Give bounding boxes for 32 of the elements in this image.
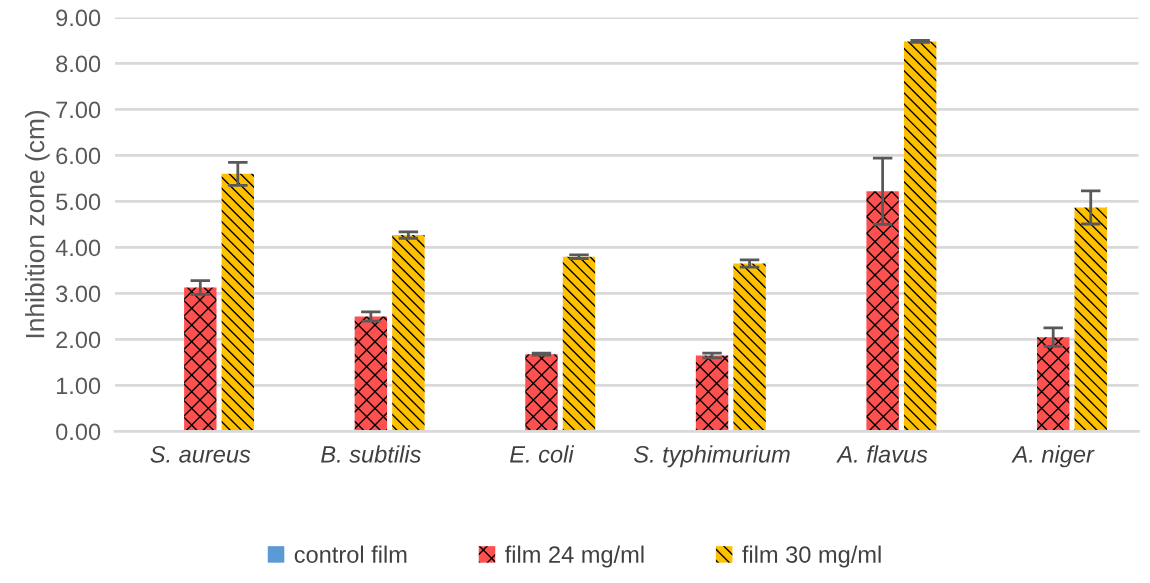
bar xyxy=(903,41,937,432)
x-tick-label: A. niger xyxy=(1011,445,1095,468)
y-tick-label: 2.00 xyxy=(56,331,101,349)
bar xyxy=(866,191,899,432)
bar xyxy=(562,256,596,432)
legend-label: control film xyxy=(294,545,407,563)
legend-label: film 30 mg/ml xyxy=(742,545,881,568)
y-tick-label: 4.00 xyxy=(55,239,101,257)
bar xyxy=(392,235,425,432)
bar xyxy=(1037,337,1070,432)
bar xyxy=(525,354,558,432)
y-tick-label: 5.00 xyxy=(56,193,101,211)
bar xyxy=(1074,207,1107,432)
bar xyxy=(184,287,217,432)
y-tick-label: 3.00 xyxy=(56,285,101,303)
bar xyxy=(733,263,766,432)
y-tick-label: 1.00 xyxy=(56,377,101,395)
y-tick-label: 6.00 xyxy=(56,147,101,165)
x-tick-label: E. coli xyxy=(510,445,575,463)
x-tick-label: S. typhimurium xyxy=(633,445,790,468)
x-tick-label: A. flavus xyxy=(836,445,928,463)
y-tick-label: 8.00 xyxy=(56,55,101,73)
bar xyxy=(221,173,255,432)
x-tick-label: S. aureus xyxy=(150,445,251,463)
y-tick-label: 9.00 xyxy=(56,9,101,27)
y-tick-label: 7.00 xyxy=(56,101,101,119)
y-axis-title: Inhibition zone (cm) xyxy=(25,110,50,338)
legend-label: film 24 mg/ml xyxy=(505,545,644,568)
x-tick-label: B. subtilis xyxy=(321,445,421,463)
y-tick-label: 0.00 xyxy=(56,423,101,441)
bar xyxy=(695,355,729,432)
bar xyxy=(354,316,388,432)
